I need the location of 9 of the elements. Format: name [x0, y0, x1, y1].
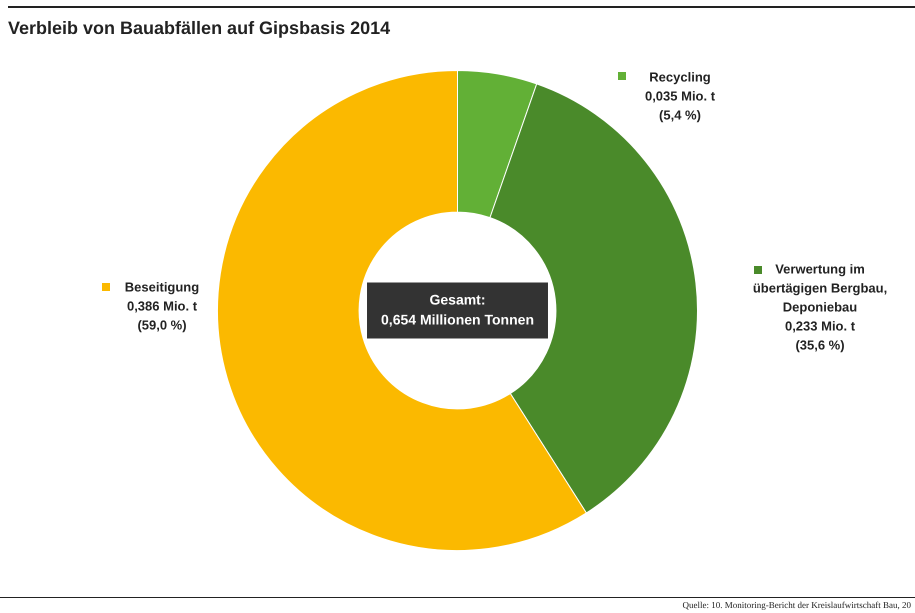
source-note: Quelle: 10. Monitoring-Bericht der Kreislaufwirtschaft Bau, 20: [682, 600, 911, 610]
data-label: 0,233 Mio. t (35,6 %): [784, 318, 856, 353]
legend-label: Recycling: [649, 70, 711, 85]
data-label: 0,035 Mio. t (5,4 %): [644, 88, 716, 123]
text: Gesamt: 0,654 Millionen Tonnen: [381, 291, 534, 328]
chart-title: Verbleib von Bauabfällen auf Gipsbasis 2014: [8, 6, 915, 39]
legend-label: Verwertung im übertägigen Bergbau, Deponiebau: [752, 262, 888, 315]
data-label: 0,386 Mio. t (59,0 %): [126, 298, 198, 333]
legend-label: Beseitigung: [124, 280, 200, 295]
